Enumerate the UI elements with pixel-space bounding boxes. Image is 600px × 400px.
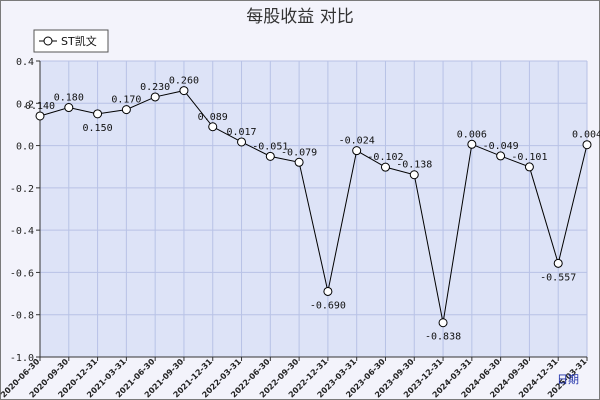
data-point [380,162,390,172]
data-label: -0.690 [310,300,346,311]
data-point [237,137,247,147]
data-point [352,146,362,156]
data-point [35,111,45,121]
data-point [64,103,74,113]
data-point [496,151,506,161]
y-tick-label: 0.0 [16,142,34,153]
data-point [179,86,189,96]
legend-box [33,29,109,53]
chart-title: 每股收益 对比 [246,7,353,27]
data-point [265,151,275,161]
data-label: 0.180 [54,93,84,104]
y-tick-label: 0.4 [16,57,34,68]
data-label: 0.006 [457,129,487,140]
y-tick-label: 0.2 [16,99,34,110]
data-label: -0.079 [281,147,317,158]
data-point [150,92,160,102]
data-point [524,162,534,172]
data-label: -0.049 [483,141,519,152]
data-label: -0.838 [425,332,461,343]
data-point [467,139,477,149]
data-point [409,170,419,180]
data-point [582,140,592,150]
data-point [208,122,218,132]
data-label: 0.004 [572,130,600,141]
data-label: -0.051 [252,141,288,152]
data-point [438,318,448,328]
data-label: 0.170 [111,95,141,106]
y-tick-label: -0.8 [10,311,34,322]
legend-marker-icon [43,36,53,46]
data-point [323,286,333,296]
data-label: -0.557 [540,272,576,283]
data-label: 0.230 [140,82,170,93]
data-label: 0.150 [83,123,113,134]
x-axis-label: 日期 [557,373,579,386]
legend: ST凯文 [33,29,109,53]
y-tick-label: -0.2 [10,184,34,195]
plot-background [40,61,587,357]
plot-area: 0.40.20.0-0.2-0.4-0.6-0.8-1.02020-06-302… [0,57,600,400]
data-point [93,109,103,119]
data-label: -0.101 [511,152,547,163]
data-label: -0.102 [367,152,403,163]
data-point [294,157,304,167]
y-tick-label: -0.4 [10,226,34,237]
series-line [39,90,588,323]
y-tick-label: -0.6 [10,268,34,279]
y-tick-label: -1.0 [10,353,34,364]
legend-series-label: ST凯文 [61,34,97,48]
data-label: 0.140 [25,101,55,112]
data-label: 0.260 [169,76,199,87]
data-label: 0.089 [198,112,228,123]
data-label: -0.024 [339,136,375,147]
data-label: -0.138 [396,160,432,171]
data-label: 0.017 [226,127,256,138]
data-point [553,258,563,268]
data-point [121,105,131,115]
